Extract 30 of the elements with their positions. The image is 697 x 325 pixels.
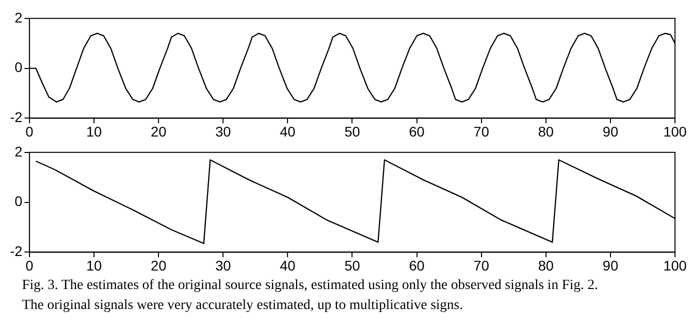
x-tick-label: 0 [26, 257, 34, 274]
x-tick-label: 0 [26, 123, 34, 140]
x-tick-label: 10 [86, 123, 102, 140]
x-tick-label: 80 [538, 123, 554, 140]
x-tick-label: 80 [538, 257, 554, 274]
y-tick-label: 2 [14, 9, 23, 26]
y-tick-label: -2 [10, 243, 23, 260]
x-tick-label: 90 [602, 257, 618, 274]
y-tick-label: 0 [14, 59, 23, 76]
x-tick-label: 60 [408, 257, 425, 274]
y-tick-label: 0 [14, 193, 23, 210]
x-tick-label: 10 [86, 257, 102, 274]
x-tick-label: 90 [602, 123, 618, 140]
x-tick-label: 70 [474, 123, 490, 140]
text: The original signals were very accurately estimated, up to multiplicative signs. [21, 297, 464, 315]
x-tick-label: 50 [344, 257, 360, 274]
x-tick-label: 40 [280, 257, 296, 274]
x-tick-label: 50 [344, 123, 360, 140]
x-tick-label: 20 [150, 257, 167, 274]
x-tick-label: 30 [215, 257, 232, 274]
x-tick-label: 40 [280, 123, 296, 140]
x-tick-label: 20 [150, 123, 167, 140]
y-tick-label: -2 [10, 109, 23, 126]
x-tick-label: 30 [215, 123, 232, 140]
caption: Fig. 3. The estimates of the original source signals, estimated using only the observed signals in Fig. 2. [21, 277, 599, 295]
y-tick-label: 2 [14, 143, 23, 160]
x-tick-label: 100 [663, 257, 687, 274]
x-tick-label: 70 [474, 257, 490, 274]
x-tick-label: 60 [408, 123, 425, 140]
x-tick-label: 100 [663, 123, 687, 140]
